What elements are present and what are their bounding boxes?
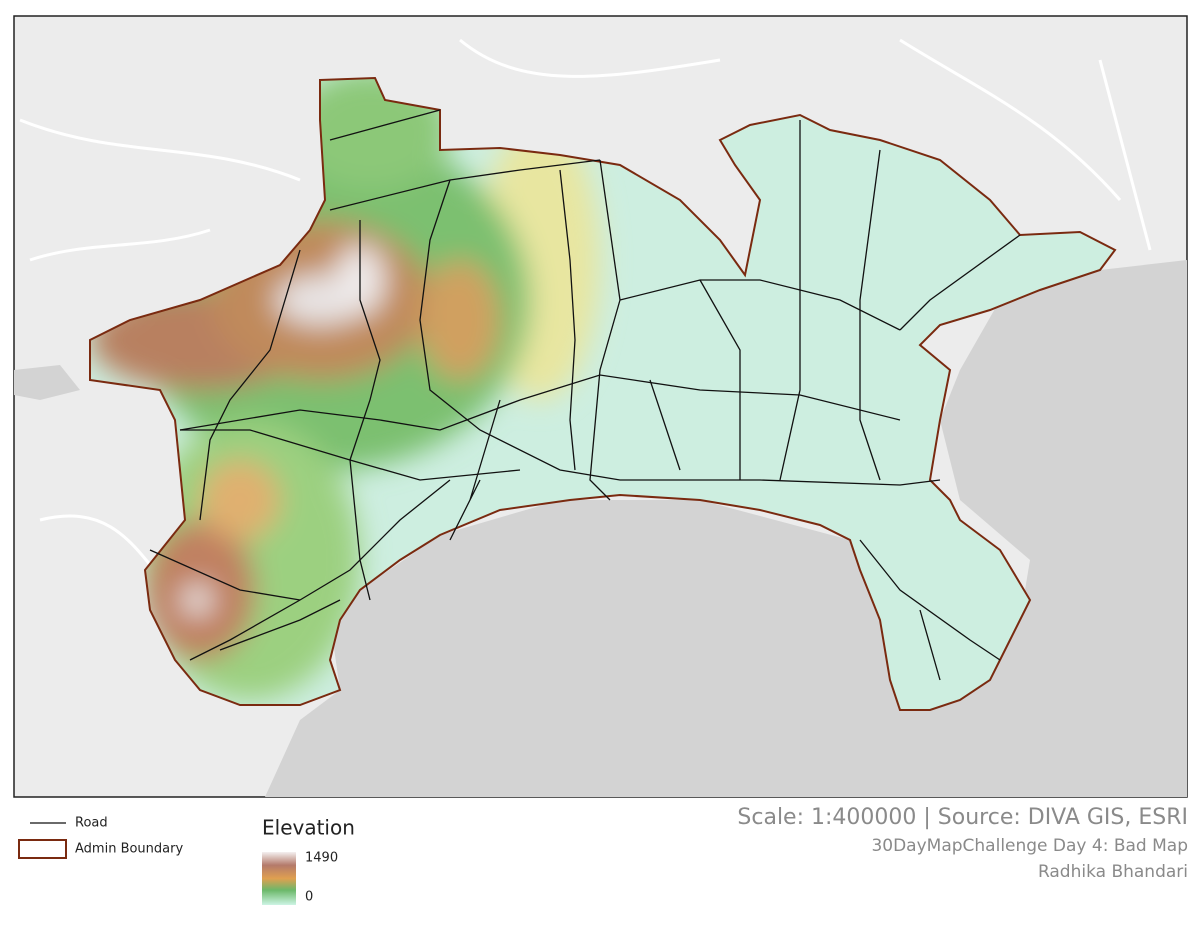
admin-boundary-legend-label: Admin Boundary	[75, 842, 183, 857]
basemap	[14, 38, 1187, 797]
basemap-roads	[19, 38, 1152, 602]
author: Radhika Bhandari	[1038, 862, 1188, 882]
road-legend-label: Road	[75, 816, 108, 831]
elevation-ramp	[262, 852, 296, 905]
admin-boundary	[89, 76, 1117, 711]
elevation-legend-title: Elevation	[262, 816, 355, 840]
scale-source: Scale: 1:400000 | Source: DIVA GIS, ESRI	[737, 805, 1188, 830]
lake	[14, 365, 80, 400]
admin-boundary-legend-symbol	[18, 839, 67, 859]
roads	[149, 109, 1021, 681]
elevation-raster	[90, 78, 1115, 710]
elevation-max-label: 1490	[305, 851, 338, 866]
sea	[265, 260, 1187, 797]
elevation-min-label: 0	[305, 890, 313, 905]
challenge-title: 30DayMapChallenge Day 4: Bad Map	[871, 836, 1188, 856]
